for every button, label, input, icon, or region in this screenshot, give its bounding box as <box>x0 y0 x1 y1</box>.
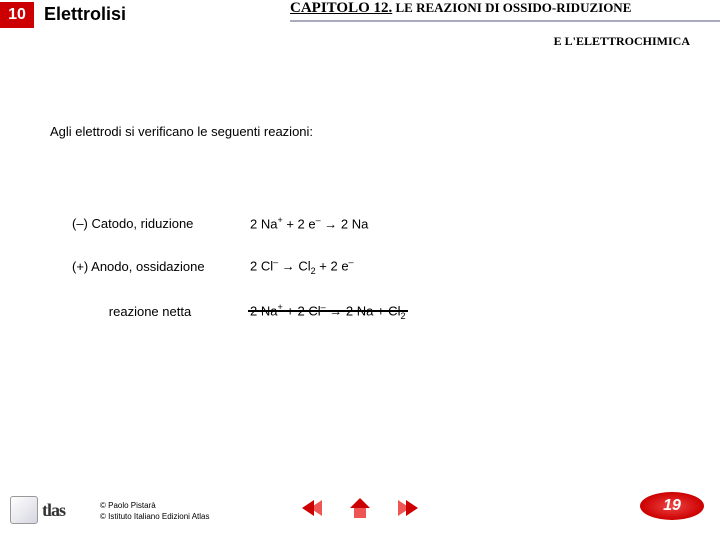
section-title: Elettrolisi <box>44 4 126 25</box>
prev-button[interactable] <box>302 498 326 518</box>
chapter-subtitle: E L'ELETTROCHIMICA <box>290 34 720 49</box>
reaction-sum-divider <box>248 310 408 312</box>
publisher-logo: tlas <box>10 496 65 524</box>
slide-footer: tlas © Paolo Pistarà © Istituto Italiano… <box>0 482 720 528</box>
chapter-heading: CAPITOLO 12. LE REAZIONI DI OSSIDO-RIDUZ… <box>290 0 720 49</box>
intro-text: Agli elettrodi si verificano le seguenti… <box>50 124 670 139</box>
page-number-badge: 19 <box>640 492 704 520</box>
nav-controls <box>302 498 418 518</box>
chapter-prefix: CAPITOLO 12. <box>290 0 392 16</box>
copyright-text: © Paolo Pistarà © Istituto Italiano Ediz… <box>100 501 210 522</box>
section-number-badge: 10 <box>0 2 34 28</box>
slide-header: 10 Elettrolisi CAPITOLO 12. LE REAZIONI … <box>0 0 720 44</box>
copyright-line: © Istituto Italiano Edizioni Atlas <box>100 512 210 522</box>
slide-content: Agli elettrodi si verificano le seguenti… <box>0 44 720 347</box>
reaction-equation: 2 Na+ + 2 e– → 2 Na <box>250 215 405 231</box>
reaction-label: reazione netta <box>50 302 250 321</box>
reaction-label: (+) Anodo, ossidazione <box>50 257 250 276</box>
reaction-row: (–) Catodo, riduzione 2 Na+ + 2 e– → 2 N… <box>50 215 405 231</box>
atlas-logo-text: tlas <box>42 500 65 521</box>
reaction-row: (+) Anodo, ossidazione 2 Cl– → Cl2 + 2 e… <box>50 257 405 276</box>
atlas-logo-icon <box>10 496 38 524</box>
copyright-line: © Paolo Pistarà <box>100 501 210 511</box>
reaction-equation: 2 Cl– → Cl2 + 2 e– <box>250 257 405 276</box>
chapter-underline <box>290 20 720 22</box>
reactions-table: (–) Catodo, riduzione 2 Na+ + 2 e– → 2 N… <box>50 189 405 347</box>
chapter-rest: LE REAZIONI DI OSSIDO-RIDUZIONE <box>392 0 631 15</box>
home-button[interactable] <box>350 498 370 518</box>
reaction-label: (–) Catodo, riduzione <box>50 215 250 231</box>
next-button[interactable] <box>394 498 418 518</box>
